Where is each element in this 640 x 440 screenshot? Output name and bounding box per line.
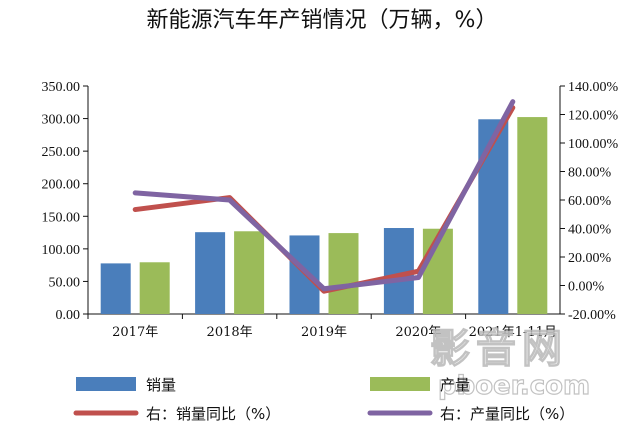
y-left-tick-label: 350.00 <box>42 80 81 95</box>
y-right-tick-label: 140.00% <box>568 80 619 95</box>
y-right-tick-label: -20.00% <box>568 308 616 323</box>
y-right-tick-label: 80.00% <box>568 166 612 181</box>
bar-sales <box>195 232 226 314</box>
bar-production <box>234 231 265 314</box>
y-right-tick-label: 20.00% <box>568 251 612 266</box>
y-left-tick-label: 100.00 <box>42 243 81 258</box>
y-left-tick-label: 0.00 <box>56 308 81 323</box>
bar-production <box>139 262 170 314</box>
x-tick-label: 2017年 <box>112 325 158 340</box>
y-left-tick-label: 250.00 <box>42 145 81 160</box>
bar-production <box>328 233 359 314</box>
y-right-tick-label: 100.00% <box>568 137 619 152</box>
legend-label: 销量 <box>146 376 176 394</box>
x-tick-label: 2021年1-11月 <box>469 325 557 340</box>
bars <box>100 117 548 315</box>
bar-production <box>517 117 548 314</box>
legend-label: 右：产量同比（%） <box>440 405 574 423</box>
legend-swatch <box>370 377 430 391</box>
y-left-tick-label: 150.00 <box>42 210 81 225</box>
bar-sales <box>478 119 509 315</box>
watermark-text-cn: 影音网 <box>430 326 568 372</box>
x-tick-label: 2019年 <box>301 325 347 340</box>
y-right-tick-label: 40.00% <box>568 223 612 238</box>
y-right-tick-label: 120.00% <box>568 109 619 124</box>
x-tick-label: 2020年 <box>395 325 441 340</box>
axes: 0.00 50.00 100.00 150.00 200.00 250.00 300.00 3… <box>42 80 619 340</box>
y-left-tick-label: 50.00 <box>49 275 81 290</box>
bar-sales <box>100 263 131 314</box>
legend: 销量 产量右：销量同比（%） 右：产量同比（%） <box>73 376 574 423</box>
x-tick-label: 2018年 <box>207 325 253 340</box>
legend-label: 产量 <box>440 376 470 394</box>
y-left-tick-label: 300.00 <box>42 113 81 128</box>
watermark-text-url: pboer.com <box>438 371 590 401</box>
lines <box>132 99 516 294</box>
y-right-tick-label: 60.00% <box>568 194 612 209</box>
y-right-tick-label: 0.00% <box>568 280 605 295</box>
chart-title: 新能源汽车年产销情况（万辆，%） <box>147 8 498 33</box>
line-production-yoy <box>132 99 516 292</box>
watermark: 影音网 pboer.com <box>429 325 590 401</box>
y-left-tick-label: 200.00 <box>42 178 81 193</box>
legend-swatch <box>76 377 136 391</box>
legend-label: 右：销量同比（%） <box>146 405 280 423</box>
